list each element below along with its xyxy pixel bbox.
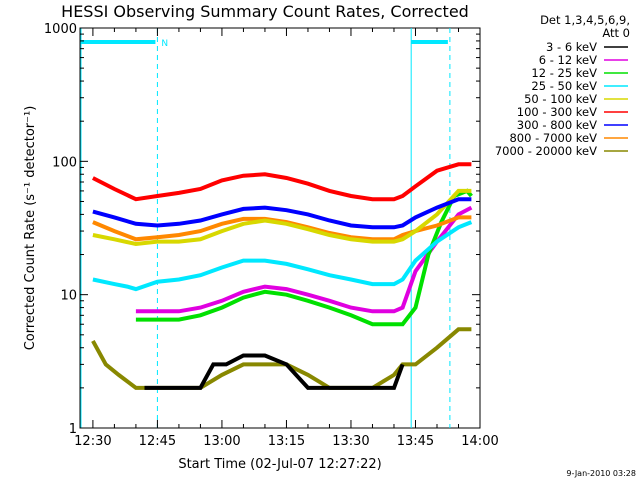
series-line-3-6keV: [144, 353, 405, 390]
x-tick-label: 13:30: [332, 434, 369, 449]
legend-label: 300 - 800 keV: [517, 118, 597, 132]
x-tick-label: 12:45: [139, 434, 176, 449]
legend-label: 7000 - 20000 keV: [495, 144, 597, 158]
x-tick-label: 13:00: [203, 434, 240, 449]
night-markers: N: [80, 28, 451, 428]
x-axis-label: Start Time (02-Jul-07 12:27:22): [178, 457, 381, 472]
footer-timestamp: 9-Jan-2010 03:28: [566, 469, 636, 478]
x-tick-label: 13:45: [397, 434, 434, 449]
series-layer: [91, 162, 473, 390]
legend-label: 25 - 50 keV: [531, 79, 597, 93]
legend-label: 100 - 300 keV: [517, 105, 597, 119]
legend-header-line-1: Det 1,3,4,5,6,9,: [540, 13, 630, 27]
legend-label: 6 - 12 keV: [539, 53, 597, 67]
series-line-6-12keV: [135, 205, 473, 314]
series-line-100-300keV: [91, 162, 472, 202]
series-line-7000-20000keV: [91, 327, 472, 390]
legend-label: 50 - 100 keV: [524, 92, 597, 106]
x-tick-label: 12:30: [74, 434, 111, 449]
series-line-300-800keV: [92, 197, 472, 230]
plot-frame: [79, 27, 481, 429]
y-tick-label: 1000: [44, 22, 77, 37]
legend-label: 3 - 6 keV: [546, 40, 597, 54]
series-line-12-25keV: [135, 188, 473, 327]
series-line-50-100keV: [92, 188, 472, 247]
x-tick-label: 13:15: [268, 434, 305, 449]
axes: 12:30 12:45 13:00 13:15 13:30 13:45 14:00 1 10 10…: [44, 22, 499, 449]
legend-label: 800 - 7000 keV: [509, 131, 597, 145]
legend-label: 12 - 25 keV: [531, 66, 597, 80]
chart-title: HESSI Observing Summary Count Rates, Cor…: [61, 2, 469, 21]
y-tick-label: 100: [52, 155, 77, 170]
x-tick-label: 14:00: [461, 434, 498, 449]
legend-header-line-2: Att 0: [602, 26, 630, 40]
night-label: N: [161, 39, 168, 49]
y-axis-label: Corrected Count Rate (s⁻¹ detector⁻¹): [23, 106, 38, 351]
y-tick-label: 1: [69, 422, 77, 437]
series-line-25-50keV: [92, 220, 473, 292]
series-line-800-7000keV: [92, 215, 472, 242]
y-tick-label: 10: [60, 289, 77, 304]
